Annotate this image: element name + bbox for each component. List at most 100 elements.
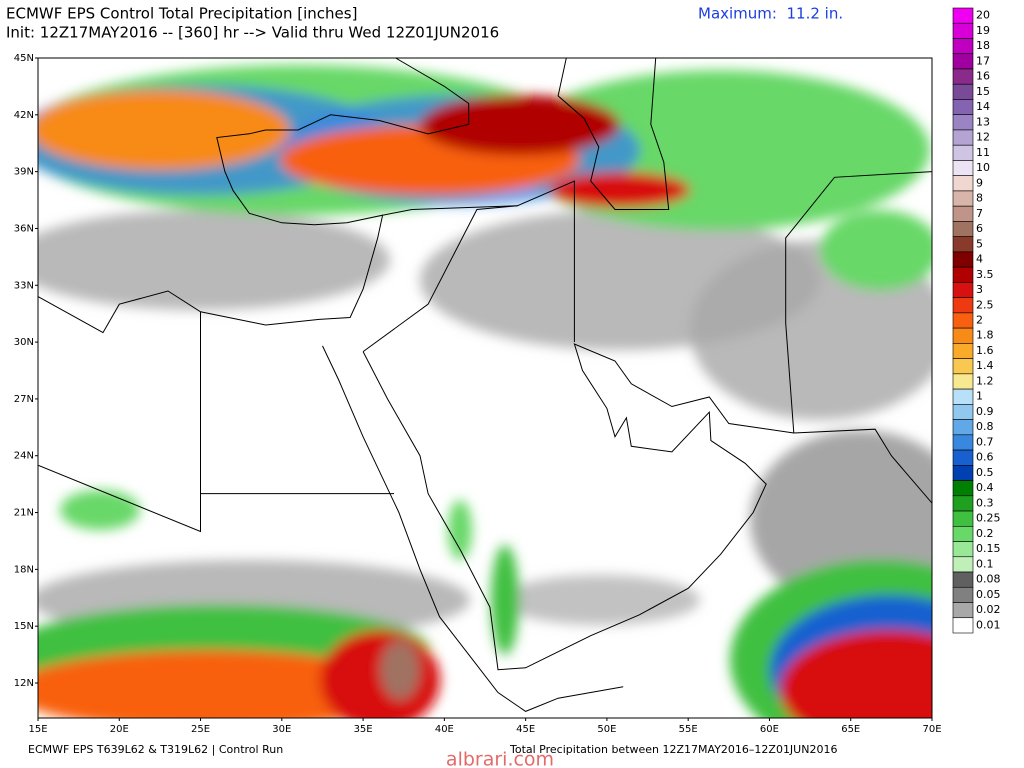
legend-label: 1.4 (976, 359, 994, 372)
legend-swatch (952, 282, 974, 298)
legend-label: 0.25 (976, 512, 1001, 525)
legend-label: 8 (976, 192, 983, 205)
legend-label: 2 (976, 314, 983, 327)
legend-label: 2.5 (976, 298, 994, 311)
legend-label: 5 (976, 237, 983, 250)
legend-swatch (952, 617, 974, 634)
legend-swatch (952, 327, 974, 344)
legend-swatch (952, 99, 974, 116)
longitude-label: 60E (760, 724, 779, 735)
legend-swatch (952, 510, 974, 527)
legend-swatch (952, 160, 974, 176)
longitude-label: 20E (110, 724, 129, 735)
legend-label: 1 (976, 390, 983, 403)
maximum-label: Maximum: 11.2 in. (698, 5, 843, 23)
legend-swatch (952, 556, 974, 573)
longitude-label: 30E (272, 724, 291, 735)
latitude-label: 24N (14, 451, 34, 462)
legend-label: 1.2 (976, 374, 994, 387)
coastline (557, 58, 670, 210)
latitude-label: 33N (14, 280, 34, 291)
legend-label: 0.4 (976, 481, 994, 494)
coastlines (38, 58, 932, 712)
longitude-label: 65E (841, 724, 860, 735)
legend-label: 4 (976, 253, 983, 266)
latitude-label: 36N (14, 223, 34, 234)
legend-label: 1.6 (976, 344, 994, 357)
map-frame (37, 57, 933, 719)
legend-swatch (952, 404, 974, 420)
legend-swatch (952, 38, 974, 55)
latitude-label: 18N (14, 564, 34, 575)
legend-label: 20 (976, 9, 990, 22)
legend-label: 9 (976, 176, 983, 189)
legend-swatch (952, 251, 974, 268)
latitude-label: 30N (14, 337, 34, 348)
longitude-label: 55E (679, 724, 698, 735)
legend-swatch (952, 53, 974, 70)
legend-label: 0.7 (976, 435, 994, 448)
legend-swatch (952, 68, 974, 85)
init-line: Init: 12Z17MAY2016 -- [360] hr --> Valid… (6, 24, 499, 42)
legend-label: 18 (976, 39, 990, 52)
legend-label: 11 (976, 146, 990, 159)
footer-right: Total Precipitation between 12Z17MAY2016… (509, 743, 837, 756)
longitude-label: 50E (597, 724, 616, 735)
coastline (785, 171, 932, 434)
legend-swatch (952, 205, 974, 222)
latitude-label: 45N (14, 53, 34, 64)
footer-left: ECMWF EPS T639L62 & T319L62 | Control Ru… (28, 743, 283, 756)
legend-label: 17 (976, 54, 990, 67)
coastline (38, 129, 384, 334)
legend-label: 0.8 (976, 420, 994, 433)
legend-label: 13 (976, 115, 990, 128)
legend-label: 0.6 (976, 451, 994, 464)
legend-swatch (952, 221, 974, 237)
legend-swatch (952, 7, 974, 24)
legend-swatch (952, 495, 974, 512)
legend-swatch (952, 571, 974, 588)
legend-swatch (952, 449, 974, 466)
legend-label: 0.9 (976, 405, 994, 418)
legend-swatch (952, 434, 974, 451)
legend-swatch (952, 373, 974, 390)
latitude-label: 15N (14, 621, 34, 632)
legend-label: 7 (976, 207, 983, 220)
legend-swatch (952, 602, 974, 619)
map-title: ECMWF EPS Control Total Precipitation [i… (6, 5, 357, 23)
coastline (362, 343, 932, 671)
longitude-label: 15E (28, 724, 47, 735)
longitude-label: 70E (922, 724, 941, 735)
legend-label: 19 (976, 24, 990, 37)
legend-swatch (952, 480, 974, 497)
coastline (382, 205, 518, 216)
legend-swatch (952, 525, 974, 542)
legend-swatch (952, 83, 974, 100)
latitude-label: 39N (14, 167, 34, 178)
longitude-label: 40E (435, 724, 454, 735)
legend-swatch (952, 586, 974, 603)
legend-label: 3 (976, 283, 983, 296)
legend-label: 12 (976, 131, 990, 144)
coastline (38, 311, 394, 533)
longitude-label: 45E (516, 724, 535, 735)
legend-label: 10 (976, 161, 990, 174)
legend-label: 0.01 (976, 618, 1001, 631)
latitude-label: 21N (14, 508, 34, 519)
legend-label: 0.2 (976, 527, 994, 540)
watermark: albrari.com (446, 749, 554, 768)
coastline (362, 180, 575, 353)
legend-swatch (952, 358, 974, 375)
longitude-axis: 15E 20E 25E 30E 35E 40E 45E 50E 55E 60E 65E 70E (28, 718, 942, 735)
latitude-label: 12N (14, 678, 34, 689)
precip-fields (38, 65, 932, 718)
legend-label: 1.8 (976, 329, 994, 342)
latitude-label: 27N (14, 394, 34, 405)
legend-swatch (952, 144, 974, 161)
legend-swatch (952, 190, 974, 207)
longitude-label: 35E (354, 724, 373, 735)
legend-swatch (952, 22, 974, 39)
legend-label: 0.02 (976, 603, 1001, 616)
coastline (265, 58, 470, 135)
